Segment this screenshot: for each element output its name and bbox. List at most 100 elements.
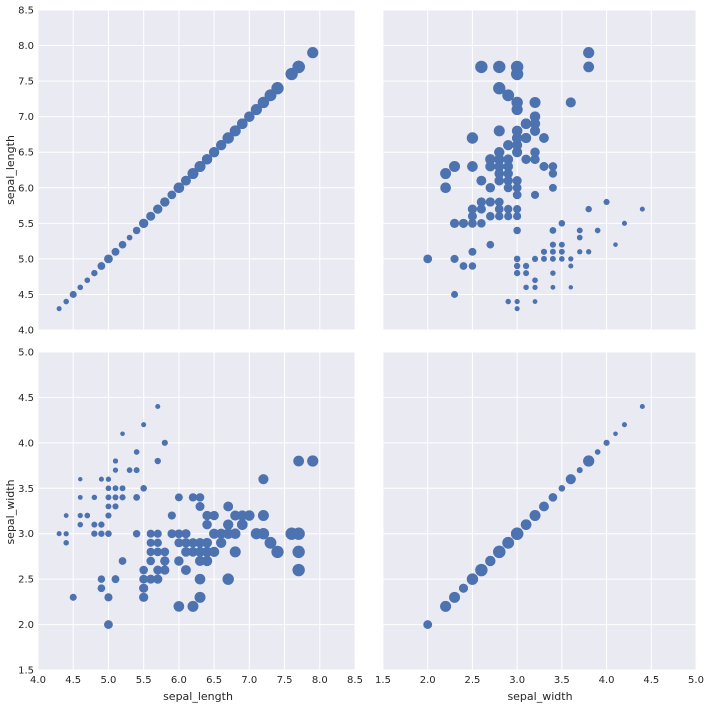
data-point [558, 220, 566, 227]
data-point [63, 540, 69, 546]
data-point [450, 593, 459, 602]
data-point [139, 592, 149, 602]
data-point [541, 255, 547, 262]
data-point [216, 528, 227, 539]
data-point [494, 168, 505, 179]
data-point [56, 531, 62, 537]
data-point [594, 449, 601, 455]
data-point [307, 455, 319, 467]
data-point [514, 270, 521, 277]
xtick-label: 3.0 [509, 675, 525, 686]
data-point [458, 583, 468, 593]
ylabel-bottom: sepal_width [4, 479, 17, 544]
data-point [69, 593, 77, 601]
data-point [63, 513, 69, 518]
data-point [503, 139, 514, 151]
data-point [194, 161, 206, 172]
data-point [512, 176, 522, 186]
data-point [576, 227, 583, 234]
data-point [423, 620, 433, 629]
data-point [467, 573, 478, 585]
data-point [476, 565, 487, 576]
data-point [209, 147, 220, 158]
data-point [485, 197, 495, 207]
data-point [493, 60, 506, 74]
data-point [112, 485, 119, 492]
data-point [512, 183, 522, 193]
data-point [549, 248, 556, 255]
data-point [568, 256, 574, 262]
data-point [153, 574, 163, 584]
data-point [126, 467, 133, 473]
xlabel-bottom-left: sepal_length [163, 690, 233, 703]
ytick-label: 7.0 [18, 112, 34, 123]
ytick-label: 4.5 [18, 393, 34, 404]
data-point [529, 111, 541, 122]
data-point [195, 493, 205, 502]
data-point [209, 510, 219, 521]
data-point [181, 529, 191, 539]
data-point [258, 474, 269, 485]
data-point [98, 476, 104, 482]
ylabel-top: sepal_length [4, 135, 17, 205]
data-point [167, 529, 177, 539]
data-point [565, 97, 576, 108]
data-point [202, 519, 212, 530]
data-point [167, 190, 177, 200]
data-point [188, 493, 198, 502]
data-point [174, 493, 183, 502]
data-point [550, 284, 556, 290]
data-point [133, 494, 140, 501]
data-point [539, 162, 549, 171]
data-point [495, 212, 504, 221]
data-point [583, 61, 595, 73]
data-point [539, 133, 549, 143]
data-point [475, 60, 488, 74]
data-point [292, 527, 305, 540]
data-point [549, 227, 557, 234]
data-point [523, 284, 529, 291]
data-point [494, 175, 504, 186]
data-point [104, 254, 113, 263]
data-point [503, 183, 513, 193]
data-point [215, 537, 227, 548]
ytick-label: 6.5 [18, 148, 34, 159]
data-point [503, 154, 514, 165]
data-point [146, 574, 156, 584]
data-point [585, 205, 592, 213]
data-point [440, 182, 451, 194]
data-point [139, 583, 149, 593]
data-point [153, 547, 163, 557]
data-point [449, 218, 460, 228]
ytick-label: 7.5 [18, 77, 34, 88]
data-point [550, 256, 556, 262]
data-point [77, 284, 83, 290]
data-point [513, 255, 521, 263]
panel-sepal_width-vs-sepal_length [37, 351, 356, 671]
data-point [467, 204, 478, 214]
panel-sepal_length-vs-sepal_width-background [383, 10, 696, 330]
data-point [173, 601, 185, 612]
data-point [467, 211, 477, 221]
data-point [530, 147, 540, 157]
data-point [202, 154, 212, 165]
data-point [505, 298, 511, 305]
data-point [160, 565, 170, 575]
data-point [257, 527, 270, 540]
data-point [639, 206, 645, 212]
data-point [476, 175, 487, 186]
xtick-label: 4.5 [643, 675, 659, 686]
panel-sepal_width-vs-sepal_width [382, 351, 697, 671]
data-point [493, 125, 505, 137]
data-point [451, 290, 459, 298]
data-point [559, 256, 565, 262]
data-point [97, 584, 106, 593]
data-point [56, 306, 62, 312]
data-point [583, 455, 595, 467]
data-point [513, 262, 521, 270]
data-point [494, 154, 505, 165]
data-point [504, 212, 513, 221]
data-point [133, 467, 140, 474]
data-point [132, 529, 141, 538]
